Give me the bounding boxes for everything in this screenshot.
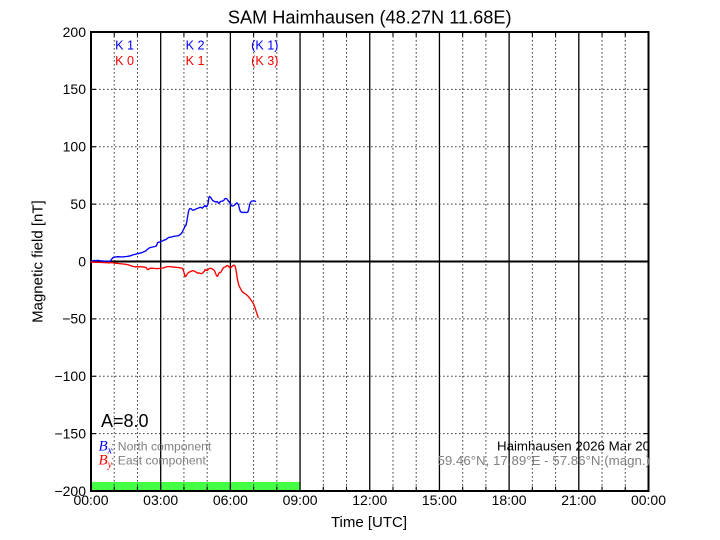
- svg-text:Haimhausen 2026 Mar 20: Haimhausen 2026 Mar 20: [497, 439, 650, 454]
- svg-text:0: 0: [78, 253, 86, 269]
- svg-text:: North component: : North component: [111, 440, 212, 454]
- svg-text:59.46°N, 17.89°E - 57.86°N (ma: 59.46°N, 17.89°E - 57.86°N (magn.): [437, 453, 650, 468]
- svg-text:50: 50: [70, 196, 86, 212]
- svg-text:06:00: 06:00: [213, 492, 248, 508]
- svg-text:100: 100: [63, 139, 87, 155]
- svg-text:12:00: 12:00: [352, 492, 387, 508]
- svg-text:A=8.0: A=8.0: [101, 411, 149, 431]
- svg-text:200: 200: [63, 24, 87, 40]
- svg-text:K 1: K 1: [115, 38, 134, 52]
- svg-text:K 2: K 2: [186, 38, 205, 52]
- svg-text:−50: −50: [62, 311, 86, 327]
- svg-text:150: 150: [63, 81, 87, 97]
- svg-text:Magnetic field [nT]: Magnetic field [nT]: [30, 200, 47, 323]
- svg-text:00:00: 00:00: [631, 492, 666, 508]
- svg-text:18:00: 18:00: [492, 492, 527, 508]
- svg-text:(K 1): (K 1): [251, 38, 278, 52]
- svg-text:−100: −100: [54, 368, 86, 384]
- svg-text:00:00: 00:00: [73, 492, 108, 508]
- svg-text:09:00: 09:00: [283, 492, 318, 508]
- svg-text:(K 3): (K 3): [251, 54, 278, 68]
- svg-text:K 0: K 0: [115, 54, 134, 68]
- svg-text:Time [UTC]: Time [UTC]: [331, 514, 407, 531]
- svg-text:03:00: 03:00: [143, 492, 178, 508]
- svg-text:15:00: 15:00: [422, 492, 457, 508]
- svg-text:−150: −150: [54, 425, 86, 441]
- svg-text:K 1: K 1: [186, 54, 205, 68]
- svg-text:SAM Haimhausen (48.27N 11.68E): SAM Haimhausen (48.27N 11.68E): [228, 8, 512, 28]
- svg-text:: East component: : East component: [111, 454, 206, 468]
- svg-text:21:00: 21:00: [561, 492, 596, 508]
- svg-text:−200: −200: [54, 483, 86, 499]
